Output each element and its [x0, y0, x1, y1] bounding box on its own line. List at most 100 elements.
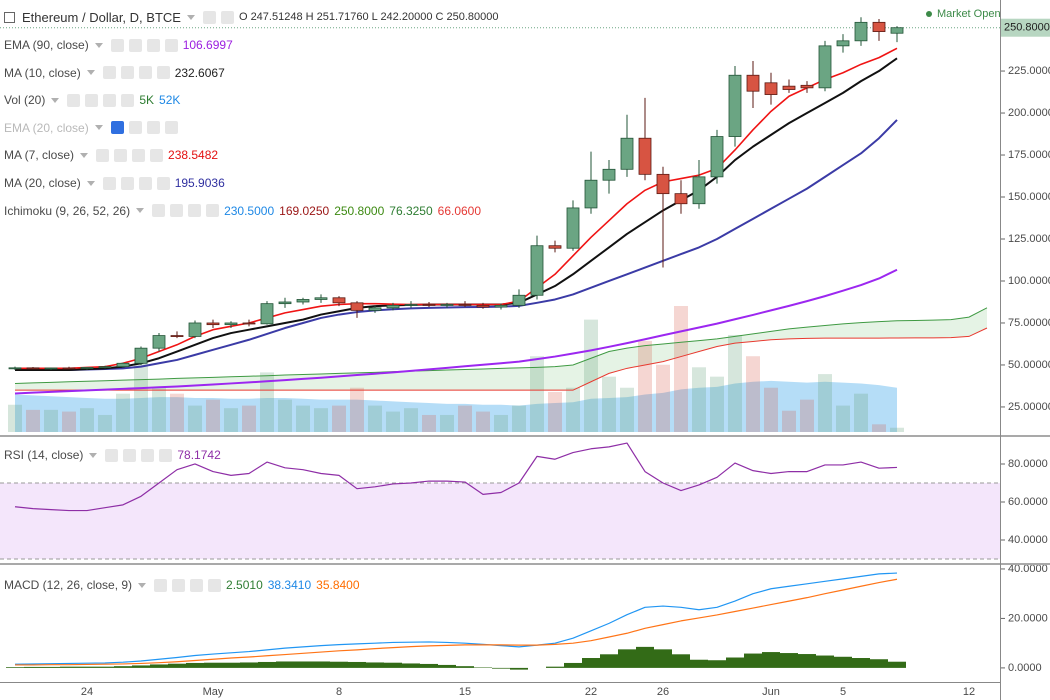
candle-body: [224, 322, 238, 326]
histogram-bar: [852, 658, 870, 668]
legend-name: EMA (90, close): [4, 38, 89, 52]
volume-bar: [26, 409, 40, 432]
legend-icon[interactable]: [172, 578, 186, 592]
candle-body: [188, 322, 202, 337]
volume-bar: [314, 408, 328, 432]
legend-row: MA (10, close) 232.6067: [4, 64, 225, 82]
legend-icon[interactable]: [156, 176, 170, 190]
volume-bar: [890, 427, 904, 432]
legend-menu[interactable]: [94, 42, 103, 48]
volume-bar: [530, 356, 544, 432]
legend-icon[interactable]: [67, 93, 81, 107]
legend-icon[interactable]: [206, 204, 220, 218]
legend-icon[interactable]: [114, 148, 128, 162]
candle-body: [44, 367, 58, 370]
legend-icon[interactable]: [141, 448, 155, 462]
y-tick-label: 0.0000: [1008, 662, 1042, 674]
volume-bar: [44, 409, 58, 432]
legend-icon[interactable]: [103, 93, 117, 107]
histogram-bar: [690, 659, 708, 668]
candle-body: [512, 294, 526, 306]
volume-bar: [602, 376, 616, 432]
candle-body: [440, 304, 454, 306]
volume-bar: [458, 405, 472, 432]
volume-bar: [80, 408, 94, 432]
legend-icon[interactable]: [120, 176, 134, 190]
legend-icon[interactable]: [146, 121, 160, 135]
histogram-bar: [42, 666, 60, 668]
x-tick-label: 22: [585, 686, 597, 698]
legend-icon[interactable]: [154, 578, 168, 592]
legend-icon[interactable]: [128, 38, 142, 52]
volume-bar: [368, 405, 382, 432]
legend-icon[interactable]: [121, 93, 135, 107]
legend-icon[interactable]: [96, 148, 110, 162]
legend-icon[interactable]: [164, 38, 178, 52]
y-tick-label: 50.00000: [1008, 359, 1050, 371]
legend-icon[interactable]: [120, 66, 134, 80]
legend-icon[interactable]: [188, 204, 202, 218]
legend-menu[interactable]: [138, 582, 147, 588]
legend-icon[interactable]: [123, 448, 137, 462]
volume-bar: [818, 374, 832, 432]
legend-icon[interactable]: [152, 204, 166, 218]
candle-body: [782, 85, 796, 90]
legend-icon[interactable]: [150, 148, 164, 162]
y-tick-label: 40.0000: [1008, 563, 1048, 575]
legend-value: 66.0600: [437, 203, 482, 218]
volume-bar: [98, 414, 112, 432]
legend-icon[interactable]: [138, 176, 152, 190]
candle-body: [350, 302, 364, 311]
legend-menu[interactable]: [86, 180, 95, 186]
volume-bar: [206, 399, 220, 432]
histogram-bar: [618, 649, 636, 668]
legend-menu[interactable]: [80, 152, 89, 158]
series-line: [15, 47, 898, 370]
histogram-bar: [870, 659, 888, 668]
legend-icon[interactable]: [102, 176, 116, 190]
x-tick-label: 24: [81, 686, 93, 698]
legend-name: MA (20, close): [4, 176, 81, 190]
candle-body: [818, 45, 832, 89]
legend-icon[interactable]: [105, 448, 119, 462]
symbol-menu[interactable]: [186, 14, 195, 20]
legend-menu[interactable]: [136, 208, 145, 214]
legend-menu[interactable]: [51, 97, 60, 103]
legend-icon[interactable]: [156, 66, 170, 80]
legend-icon[interactable]: [128, 121, 142, 135]
legend-icon[interactable]: [85, 93, 99, 107]
legend-menu[interactable]: [89, 452, 98, 458]
candle-body: [620, 137, 634, 170]
candle-body: [134, 347, 148, 364]
legend-icon[interactable]: [132, 148, 146, 162]
ohlc-values: O 247.51248 H 251.71760 L 242.20000 C 25…: [238, 11, 499, 23]
histogram-bar: [438, 664, 456, 668]
volume-ma-area: [15, 380, 897, 432]
legend-icon[interactable]: [220, 10, 234, 24]
legend-value: 35.8400: [316, 578, 360, 592]
legend-menu[interactable]: [94, 125, 103, 131]
volume-bar: [224, 408, 238, 432]
legend-icon[interactable]: [110, 121, 124, 135]
legend-icon[interactable]: [102, 66, 116, 80]
legend-icon[interactable]: [208, 578, 222, 592]
legend-icon[interactable]: [190, 578, 204, 592]
legend-icon[interactable]: [110, 38, 124, 52]
volume-bar: [188, 405, 202, 432]
volume-bar: [152, 387, 166, 432]
legend-icon[interactable]: [138, 66, 152, 80]
legend-icon[interactable]: [164, 121, 178, 135]
legend-icon[interactable]: [170, 204, 184, 218]
volume-bar: [638, 340, 652, 432]
candle-body: [872, 21, 886, 32]
legend-icon[interactable]: [146, 38, 160, 52]
legend-icon[interactable]: [159, 448, 173, 462]
y-tick-label: 200.00000: [1008, 107, 1050, 119]
legend-menu[interactable]: [86, 70, 95, 76]
x-tick-label: 8: [336, 686, 342, 698]
volume-bar: [242, 405, 256, 432]
legend-icon[interactable]: [202, 10, 216, 24]
symbol-icon[interactable]: [4, 11, 15, 23]
candle-body: [260, 303, 274, 325]
histogram-bar: [564, 662, 582, 668]
